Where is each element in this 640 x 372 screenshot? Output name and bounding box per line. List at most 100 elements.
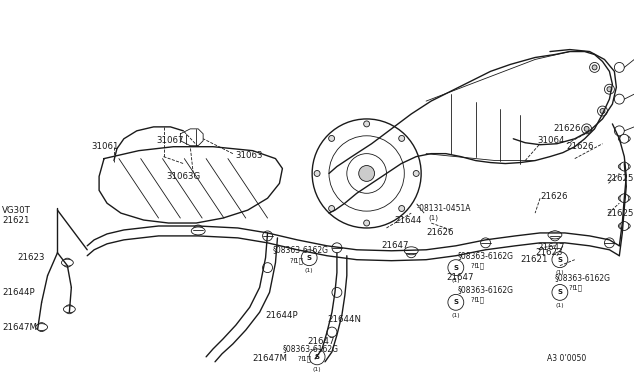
Text: S: S <box>557 289 563 295</box>
Circle shape <box>550 231 560 241</box>
Circle shape <box>37 323 46 331</box>
Text: VG30T: VG30T <box>2 206 31 215</box>
Circle shape <box>448 294 464 310</box>
Text: 21647M: 21647M <box>253 354 288 363</box>
Circle shape <box>301 250 317 266</box>
Text: 21647M: 21647M <box>2 323 37 331</box>
Circle shape <box>604 238 614 248</box>
Circle shape <box>584 126 589 131</box>
Circle shape <box>614 126 624 136</box>
Text: 21647: 21647 <box>537 243 564 252</box>
Circle shape <box>193 225 203 235</box>
Circle shape <box>65 305 74 314</box>
Text: 21621: 21621 <box>520 255 548 264</box>
Text: 31067: 31067 <box>157 136 184 145</box>
Circle shape <box>328 206 335 211</box>
Text: §08363-6162G: §08363-6162G <box>458 251 514 260</box>
Circle shape <box>589 62 600 73</box>
Circle shape <box>598 106 607 116</box>
Text: 21626: 21626 <box>553 124 580 133</box>
Circle shape <box>614 94 624 104</box>
Circle shape <box>364 220 370 226</box>
Text: 21644: 21644 <box>394 215 422 225</box>
Circle shape <box>262 231 273 241</box>
Text: S: S <box>315 354 319 360</box>
Ellipse shape <box>548 231 562 239</box>
Circle shape <box>262 263 273 273</box>
Text: 21621: 21621 <box>2 215 29 225</box>
Text: 21625: 21625 <box>607 174 634 183</box>
Circle shape <box>620 162 628 171</box>
Ellipse shape <box>404 247 418 255</box>
Circle shape <box>406 248 416 258</box>
Circle shape <box>552 285 568 300</box>
Text: 21626: 21626 <box>540 192 568 201</box>
Text: S: S <box>557 257 563 263</box>
Circle shape <box>312 119 421 228</box>
Text: ⁈1〉: ⁈1〉 <box>470 296 484 303</box>
Circle shape <box>63 258 72 267</box>
Text: 21623: 21623 <box>18 253 45 262</box>
Text: 21647: 21647 <box>446 273 474 282</box>
Circle shape <box>582 124 591 134</box>
Circle shape <box>620 194 628 203</box>
Ellipse shape <box>618 135 630 142</box>
Circle shape <box>332 243 342 253</box>
Circle shape <box>604 84 614 94</box>
Text: 21647: 21647 <box>381 241 409 250</box>
Circle shape <box>329 136 404 211</box>
Text: 21626: 21626 <box>567 142 595 151</box>
Text: ⁈1〉: ⁈1〉 <box>298 356 311 362</box>
Circle shape <box>332 288 342 297</box>
Circle shape <box>448 260 464 276</box>
Text: 31064: 31064 <box>537 136 564 145</box>
Text: ⁈1〉: ⁈1〉 <box>289 257 303 264</box>
Text: §08363-6162G: §08363-6162G <box>458 285 514 294</box>
Text: A3 0’0050: A3 0’0050 <box>547 354 586 363</box>
Circle shape <box>314 170 320 176</box>
Text: ⁈1〉: ⁈1〉 <box>569 284 583 291</box>
Text: §08363-6162G: §08363-6162G <box>282 344 339 353</box>
Text: (1): (1) <box>556 270 564 275</box>
Text: (1): (1) <box>451 278 460 283</box>
Text: (1): (1) <box>556 303 564 308</box>
Text: 21623: 21623 <box>535 248 563 257</box>
Circle shape <box>600 109 605 113</box>
Circle shape <box>328 135 335 141</box>
Circle shape <box>592 65 597 70</box>
Circle shape <box>614 62 624 73</box>
Circle shape <box>399 135 404 141</box>
Ellipse shape <box>618 195 630 202</box>
Text: (1): (1) <box>305 268 314 273</box>
Text: (1): (1) <box>428 215 438 221</box>
Ellipse shape <box>618 222 630 230</box>
Text: (1): (1) <box>451 313 460 318</box>
Text: 21644N: 21644N <box>327 315 361 324</box>
Circle shape <box>364 121 370 127</box>
Circle shape <box>620 222 628 231</box>
Circle shape <box>327 327 337 337</box>
Circle shape <box>607 87 612 92</box>
Circle shape <box>358 166 374 182</box>
Text: 21626: 21626 <box>426 228 454 237</box>
Text: (1): (1) <box>313 367 321 372</box>
Text: 31063: 31063 <box>236 151 263 160</box>
Ellipse shape <box>61 259 74 266</box>
Circle shape <box>309 349 325 365</box>
Text: 21647: 21647 <box>307 337 335 346</box>
Text: §08363-6162G: §08363-6162G <box>273 245 328 254</box>
Text: 21644P: 21644P <box>266 311 298 320</box>
Ellipse shape <box>63 306 76 313</box>
Text: S: S <box>453 299 458 305</box>
Text: 31061: 31061 <box>91 142 118 151</box>
Text: S: S <box>307 255 312 261</box>
Circle shape <box>347 154 387 193</box>
Text: ⁈1〉: ⁈1〉 <box>470 262 484 269</box>
Text: 21625: 21625 <box>607 209 634 218</box>
Text: S: S <box>453 264 458 270</box>
Text: §08363-6162G: §08363-6162G <box>555 273 611 282</box>
Ellipse shape <box>618 163 630 170</box>
Circle shape <box>413 170 419 176</box>
Circle shape <box>481 238 490 248</box>
Text: 21644P: 21644P <box>2 288 35 297</box>
